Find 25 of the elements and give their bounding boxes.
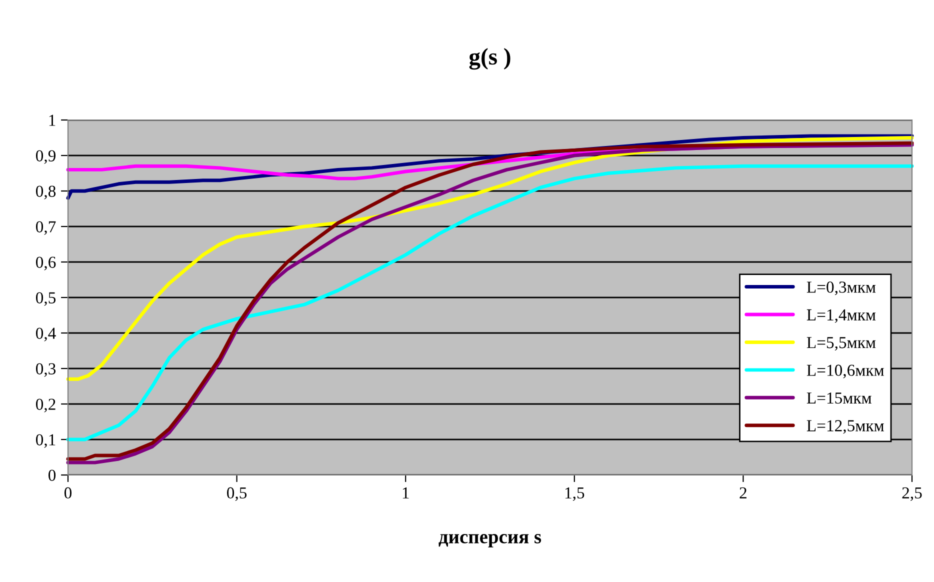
y-tick-label: 0,2 — [36, 398, 56, 412]
y-tick-label: 0,9 — [36, 150, 56, 164]
x-tick-label: 0,5 — [227, 487, 247, 501]
x-tick-label: 2,5 — [902, 487, 922, 501]
y-tick-label: 0 — [48, 470, 56, 481]
x-tick-label: 2 — [740, 487, 746, 498]
y-tick-label: 0,4 — [36, 328, 56, 342]
x-tick-label: 0 — [64, 487, 72, 499]
legend-label: L=5,5мкм — [806, 337, 876, 351]
legend-label: L=0,3мкм — [806, 282, 876, 296]
x-axis-title: дисперсия s — [438, 534, 542, 548]
y-tick-label: 0,8 — [36, 186, 56, 200]
legend-label: L=15мкм — [806, 392, 872, 404]
legend-label: L=1,4мкм — [806, 309, 876, 323]
y-tick-label: 0,3 — [36, 363, 56, 377]
y-tick-label: 0,1 — [36, 434, 56, 448]
x-tick-label: 1 — [402, 487, 409, 498]
legend-label: L=12,5мкм — [806, 420, 884, 434]
chart-title: g(s ) — [469, 48, 510, 70]
legend-label: L=10,6мкм — [806, 364, 884, 378]
y-tick-label: 0,5 — [36, 292, 56, 306]
y-tick-label: 0,6 — [36, 256, 56, 270]
x-tick-label: 1,5 — [565, 487, 584, 501]
y-tick-label: 1 — [49, 114, 56, 126]
y-tick-label: 0,7 — [36, 221, 56, 235]
